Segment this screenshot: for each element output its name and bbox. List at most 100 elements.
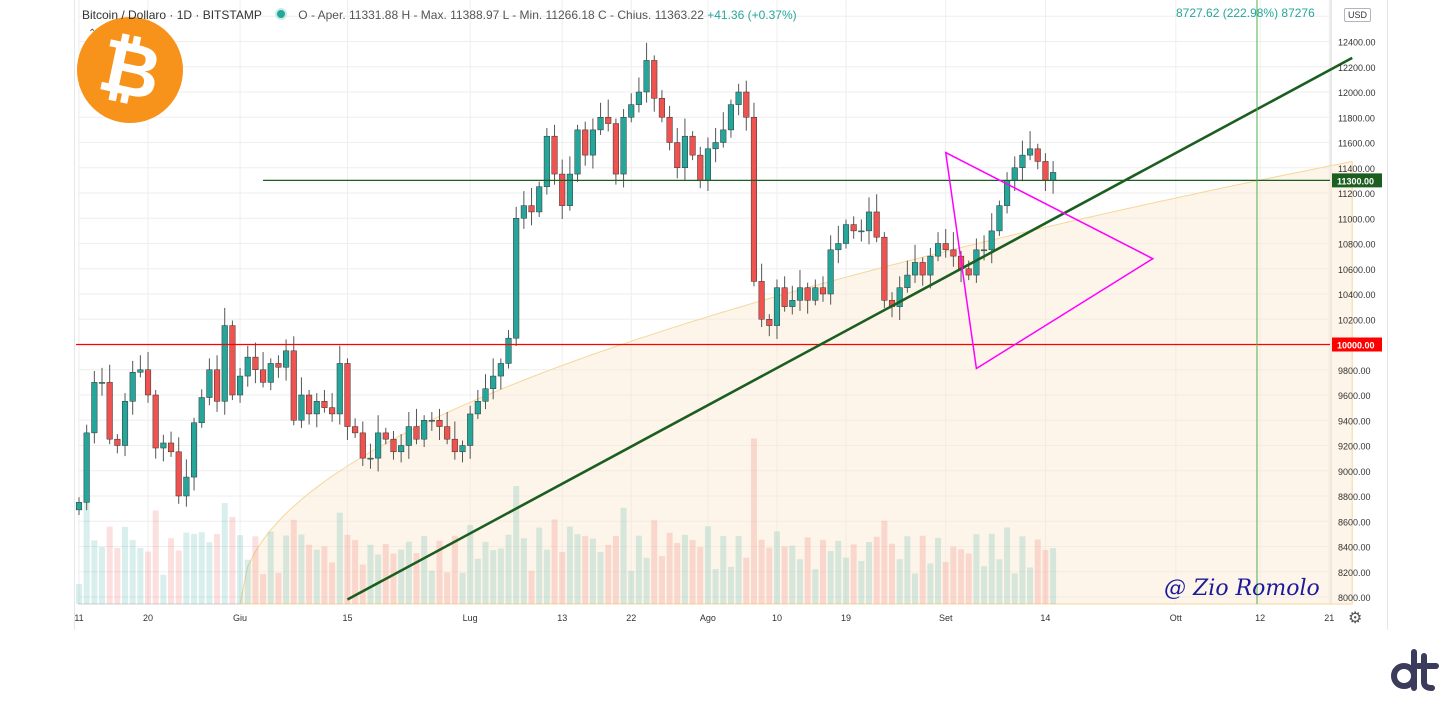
candle-body [666, 117, 673, 143]
candle-body [329, 407, 336, 415]
volume-bar [405, 541, 412, 604]
candle-body [543, 135, 550, 187]
collapse-chevron-icon[interactable]: ⌃ [88, 28, 97, 39]
volume-bar [689, 539, 696, 604]
candle-body [996, 205, 1003, 232]
candle-body [413, 426, 420, 440]
volume-bar [451, 535, 458, 604]
market-status-icon [274, 8, 287, 20]
volume-bar [191, 533, 198, 604]
candle-body [819, 287, 827, 295]
volume-bar [474, 558, 481, 604]
volume-bar [720, 536, 727, 604]
volume-bar [766, 547, 773, 604]
bitcoin-logo-icon: ₿ [77, 17, 183, 123]
volume-bar [927, 563, 934, 604]
candle-body [804, 287, 811, 301]
triangle-pattern [944, 151, 1155, 370]
volume-bar [145, 551, 152, 604]
volume-bar [858, 561, 865, 604]
volume-bar [835, 540, 842, 604]
candle-body [812, 287, 819, 301]
volume-bar [605, 544, 612, 604]
volume-bar [1011, 573, 1018, 604]
candle-body [198, 397, 205, 424]
volume-bar [306, 544, 313, 604]
volume-bar [482, 541, 489, 604]
price-marker-badge [1332, 337, 1382, 352]
volume-bar [290, 519, 297, 604]
candle-body [635, 91, 642, 105]
time-tick-label: 14 [1040, 613, 1050, 623]
volume-bar [597, 551, 604, 604]
candle-body [221, 325, 228, 402]
volume-bar [76, 584, 82, 604]
candle-body [1042, 161, 1049, 181]
volume-bar [1042, 549, 1049, 604]
volume-bar [804, 537, 811, 604]
candle-body [390, 438, 397, 453]
volume-bar [436, 540, 443, 604]
candle-body [160, 442, 167, 449]
volume-bar [244, 559, 251, 604]
candle-body [942, 243, 949, 251]
candle-body [114, 438, 121, 446]
time-tick-label: 20 [143, 613, 153, 623]
volume-bar [574, 534, 581, 604]
volume-bar [528, 570, 535, 604]
currency-badge[interactable]: USD [1344, 8, 1372, 22]
price-tick-label: 9000.00 [1338, 467, 1371, 477]
volume-bar [796, 559, 803, 604]
price-tick-label: 8000.00 [1338, 593, 1371, 603]
candle-body [934, 243, 942, 257]
candle-body [704, 148, 711, 181]
volume-bar [106, 526, 113, 604]
volume-bar [819, 539, 826, 604]
candle-body [206, 369, 213, 398]
volume-bar [229, 517, 236, 604]
candle-body [405, 426, 412, 446]
volume-bar [697, 547, 704, 604]
volume-bar [91, 540, 98, 604]
candle-body [359, 432, 366, 459]
dt-logo-icon [1391, 649, 1439, 691]
candle-body [735, 91, 742, 105]
gear-icon[interactable]: ⚙ [1348, 610, 1363, 627]
candle-body [451, 438, 458, 453]
candle-body [727, 104, 735, 131]
price-tick-label: 9200.00 [1338, 442, 1371, 452]
candle-body [551, 135, 558, 175]
candle-body [750, 117, 758, 282]
volume-bar [359, 564, 366, 604]
volume-bar [589, 538, 596, 604]
price-tick-label: 10200.00 [1338, 315, 1376, 325]
candle-body [536, 186, 543, 213]
symbol-label[interactable]: Bitcoin / Dollaro · 1D · BITSTAMP [82, 8, 262, 22]
candle-body [467, 413, 474, 446]
time-tick-label: Giu [233, 613, 247, 623]
candle-body [167, 442, 175, 453]
candle-body [520, 205, 527, 219]
candle-body [191, 422, 198, 478]
price-tick-label: 9600.00 [1338, 391, 1371, 401]
volume-bar [313, 549, 320, 604]
volume-bar [965, 553, 972, 604]
candle-body [244, 356, 251, 377]
price-tick-label: 8400.00 [1338, 543, 1371, 553]
candle-body [1034, 148, 1041, 162]
volume-bar [168, 538, 175, 604]
volume-bar [881, 520, 888, 604]
price-tick-label: 11800.00 [1338, 113, 1375, 123]
candle-body [428, 420, 435, 422]
volume-bar [996, 559, 1003, 604]
candle-body [482, 388, 489, 402]
candle-body [950, 249, 957, 257]
price-marker-label: 10000.00 [1337, 341, 1375, 351]
price-tick-label: 9400.00 [1338, 416, 1371, 426]
candle-body [144, 369, 152, 396]
time-tick-label: Ago [700, 613, 716, 623]
volume-bar [152, 510, 159, 604]
candle-body [582, 129, 589, 156]
candle-body [658, 98, 665, 118]
